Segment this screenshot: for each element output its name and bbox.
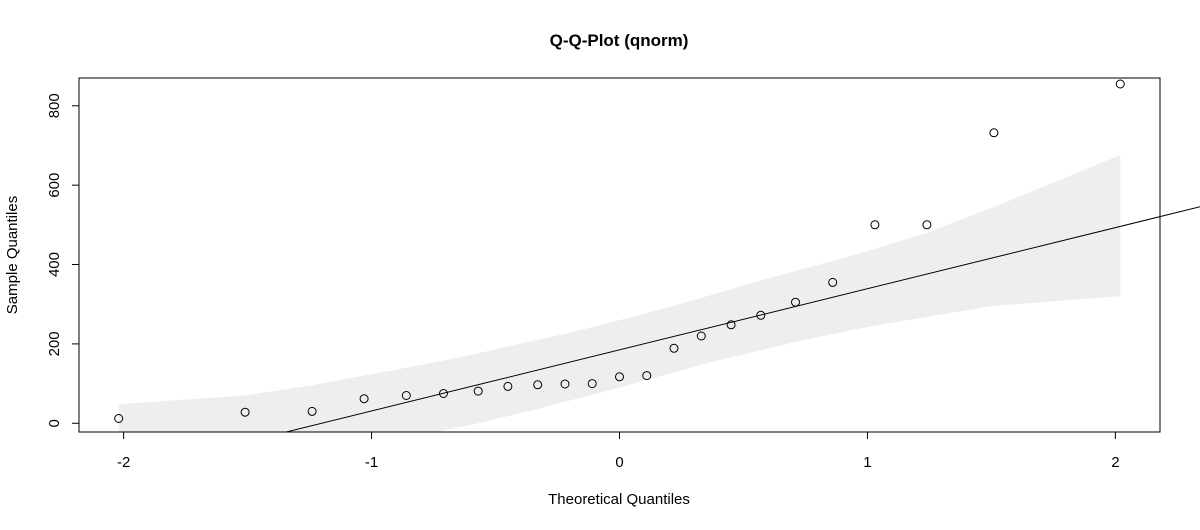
data-point xyxy=(922,220,932,230)
y-axis: 0 200 400 600 800 xyxy=(46,93,80,427)
data-point xyxy=(401,391,411,400)
data-point xyxy=(669,343,679,353)
x-axis: -2 -1 0 1 2 xyxy=(117,431,1120,471)
x-tick-label: -2 xyxy=(117,454,130,471)
chart-title: Q-Q-Plot (qnorm) xyxy=(550,31,689,50)
data-point xyxy=(359,394,369,404)
data-point xyxy=(642,371,652,381)
data-point xyxy=(791,297,800,307)
data-point xyxy=(870,220,880,230)
data-point xyxy=(1115,79,1125,89)
data-point xyxy=(503,381,513,391)
confidence-band xyxy=(118,155,1121,432)
reference-line xyxy=(284,206,1200,432)
data-point xyxy=(756,310,766,320)
y-tick-label: 600 xyxy=(46,173,63,198)
data-point xyxy=(726,320,736,330)
data-point xyxy=(696,331,706,341)
data-point xyxy=(587,379,597,389)
data-point xyxy=(828,277,838,287)
x-tick-label: 1 xyxy=(863,454,871,471)
x-axis-label: Theoretical Quantiles xyxy=(548,491,690,508)
data-point xyxy=(560,379,570,389)
data-point xyxy=(615,372,624,382)
data-point xyxy=(533,380,543,390)
data-point xyxy=(114,414,124,423)
data-point xyxy=(989,128,999,138)
data-point xyxy=(307,406,317,416)
y-tick-label: 800 xyxy=(46,93,63,118)
y-tick-label: 400 xyxy=(46,252,63,277)
y-tick-label: 200 xyxy=(46,331,63,356)
x-tick-label: 0 xyxy=(615,454,623,471)
data-point xyxy=(240,407,250,417)
x-tick-label: 2 xyxy=(1111,454,1119,471)
x-tick-label: -1 xyxy=(365,454,378,471)
y-tick-label: 0 xyxy=(46,419,63,427)
data-point xyxy=(473,386,483,396)
y-axis-label: Sample Quantiles xyxy=(4,196,21,314)
data-points xyxy=(114,79,1125,423)
data-point xyxy=(439,389,448,398)
